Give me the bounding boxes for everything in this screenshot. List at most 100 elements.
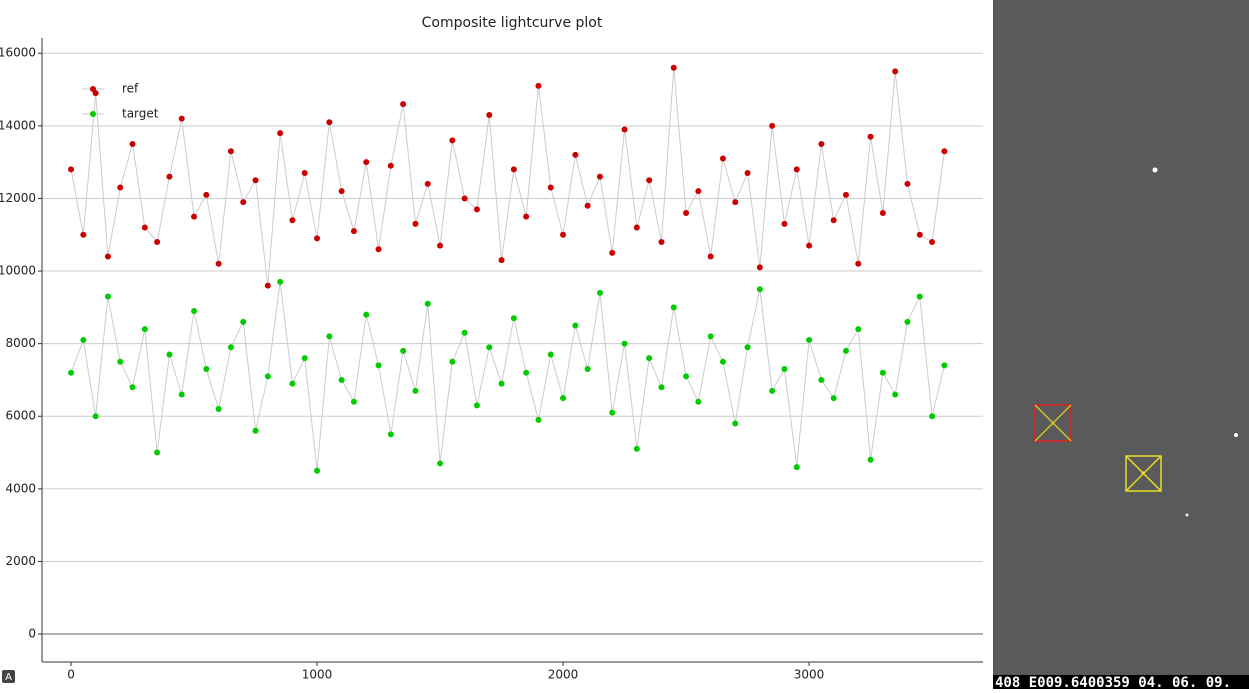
star-image — [993, 0, 1249, 675]
y-tick-label: 16000 — [0, 46, 36, 60]
data-point — [178, 115, 185, 122]
data-point — [793, 464, 800, 471]
legend-marker — [90, 86, 96, 92]
status-text: 408 E009.6400359 04. 06. 09. — [995, 675, 1231, 689]
app-icon-letter: A — [5, 672, 12, 683]
data-point — [756, 264, 763, 271]
data-point — [806, 242, 813, 249]
data-point — [387, 431, 394, 438]
legend-label: ref — [122, 82, 139, 96]
data-point — [301, 170, 308, 177]
data-point — [117, 184, 124, 191]
data-point — [547, 184, 554, 191]
data-point — [461, 329, 468, 336]
data-point — [732, 420, 739, 427]
data-point — [449, 137, 456, 144]
data-point — [707, 333, 714, 340]
data-point — [707, 253, 714, 260]
data-point — [412, 220, 419, 227]
data-point — [473, 402, 480, 409]
legend-marker — [90, 111, 96, 117]
y-tick-label: 2000 — [5, 554, 36, 568]
data-point — [375, 246, 382, 253]
data-point — [769, 387, 776, 394]
data-point — [129, 384, 136, 391]
data-point — [510, 166, 517, 173]
data-point — [941, 148, 948, 155]
x-tick-label: 1000 — [302, 668, 333, 682]
data-point — [547, 351, 554, 358]
data-point — [744, 344, 751, 351]
data-point — [523, 213, 530, 220]
data-point — [916, 231, 923, 238]
data-point — [326, 119, 333, 126]
data-point — [301, 355, 308, 362]
data-point — [670, 304, 677, 311]
data-point — [277, 278, 284, 285]
data-point — [437, 242, 444, 249]
y-tick-label: 14000 — [0, 118, 36, 132]
data-point — [879, 209, 886, 216]
data-point — [904, 180, 911, 187]
data-point — [240, 199, 247, 206]
data-point — [855, 326, 862, 333]
data-point — [277, 130, 284, 137]
ref-aperture[interactable] — [1034, 404, 1072, 442]
data-point — [584, 202, 591, 209]
data-point — [904, 318, 911, 325]
data-point — [215, 260, 222, 267]
data-point — [80, 231, 87, 238]
y-tick-label: 10000 — [0, 264, 36, 278]
data-point — [461, 195, 468, 202]
data-point — [473, 206, 480, 213]
data-point — [92, 413, 99, 420]
data-point — [535, 416, 542, 423]
data-point — [806, 337, 813, 344]
series-line — [70, 67, 945, 286]
data-point — [326, 333, 333, 340]
data-point — [154, 449, 161, 456]
data-point — [572, 151, 579, 158]
data-point — [596, 173, 603, 180]
series-line — [70, 281, 945, 471]
app-icon[interactable] — [2, 670, 15, 683]
data-point — [510, 315, 517, 322]
target-aperture[interactable] — [1125, 455, 1162, 492]
data-point — [141, 326, 148, 333]
data-point — [289, 217, 296, 224]
data-point — [719, 358, 726, 365]
chart-title: Composite lightcurve plot — [422, 15, 603, 31]
y-tick-label: 8000 — [5, 336, 36, 350]
data-point — [338, 188, 345, 195]
data-point — [867, 456, 874, 463]
data-point — [892, 391, 899, 398]
data-point — [498, 257, 505, 264]
data-point — [400, 101, 407, 108]
data-point — [830, 217, 837, 224]
data-point — [621, 340, 628, 347]
data-point — [314, 467, 321, 474]
y-tick-label: 12000 — [0, 191, 36, 205]
data-point — [215, 405, 222, 412]
data-point — [129, 140, 136, 147]
data-point — [830, 395, 837, 402]
data-point — [609, 409, 616, 416]
data-point — [572, 322, 579, 329]
data-point — [560, 395, 567, 402]
data-point — [818, 376, 825, 383]
data-point — [424, 300, 431, 307]
data-point — [929, 413, 936, 420]
legend-label: target — [122, 107, 159, 121]
data-point — [756, 286, 763, 293]
data-point — [842, 347, 849, 354]
y-tick-label: 6000 — [5, 409, 36, 423]
data-point — [387, 162, 394, 169]
data-point — [104, 253, 111, 260]
data-point — [584, 366, 591, 373]
star — [1185, 513, 1189, 517]
data-point — [350, 228, 357, 235]
data-point — [289, 380, 296, 387]
x-tick-label: 3000 — [794, 668, 825, 682]
data-point — [400, 347, 407, 354]
data-point — [781, 220, 788, 227]
